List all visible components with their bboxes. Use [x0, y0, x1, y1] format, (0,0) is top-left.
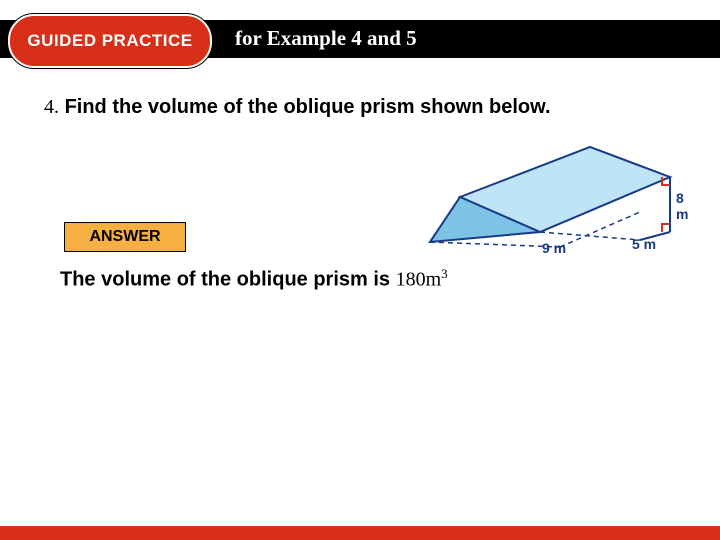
dim-height: 8 m [676, 190, 700, 222]
answer-label: ANSWER [89, 228, 160, 246]
slide: GUIDED PRACTICE for Example 4 and 5 4. F… [0, 0, 720, 540]
problem-text: Find the volume of the oblique prism sho… [65, 96, 551, 118]
problem-number: 4. [44, 96, 59, 118]
answer-value: 180 [396, 269, 426, 291]
answer-prefix: The volume of the oblique prism is [60, 269, 396, 291]
answer-statement: The volume of the oblique prism is 180m3 [60, 266, 448, 292]
answer-badge: ANSWER [64, 222, 186, 252]
dim-base-width: 5 m [632, 236, 656, 252]
answer-unit: m [426, 269, 442, 291]
dim-base-length: 9 m [542, 240, 566, 256]
guided-practice-badge: GUIDED PRACTICE [8, 14, 212, 68]
bottom-bar [0, 526, 720, 540]
answer-exponent: 3 [441, 266, 448, 281]
header-subtitle: for Example 4 and 5 [235, 26, 417, 51]
problem-statement: 4. Find the volume of the oblique prism … [44, 96, 584, 119]
badge-label: GUIDED PRACTICE [27, 31, 192, 51]
right-angle-bottom [662, 224, 670, 232]
prism-figure: 9 m 5 m 8 m [410, 132, 700, 252]
